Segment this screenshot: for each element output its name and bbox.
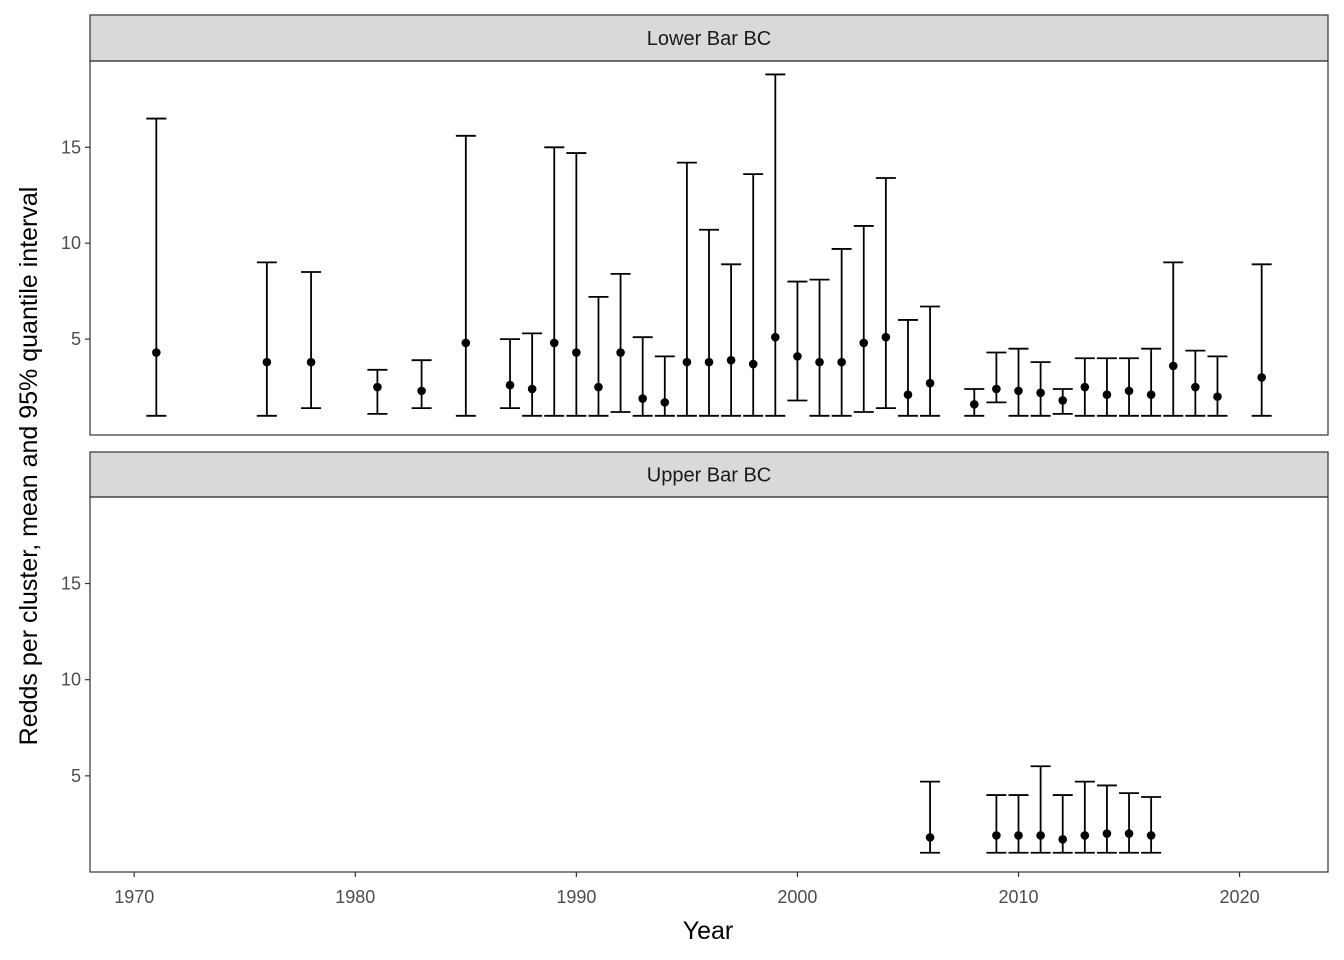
y-tick-label: 5 [71,766,81,786]
mean-point [1036,831,1045,840]
panel-border [89,496,1329,873]
x-tick-label: 1980 [335,887,375,907]
facet-strip-label: Lower Bar BC [647,28,772,50]
facet-strip-label: Upper Bar BC [647,465,772,487]
mean-point [925,378,935,388]
mean-point [638,394,647,403]
mean-point [1036,388,1045,398]
mean-point [925,833,935,842]
y-axis-title: Redds per cluster, mean and 95% quantile… [15,187,43,746]
mean-point [992,384,1001,394]
mean-point [1213,392,1222,401]
mean-point [1124,829,1134,838]
mean-point [748,359,758,369]
y-tick-label: 5 [71,329,81,349]
mean-point [373,382,382,392]
mean-point [726,355,736,365]
mean-point [1168,361,1178,371]
mean-point [1014,386,1023,396]
mean-point [417,386,426,396]
mean-point [837,357,846,367]
mean-point [682,357,692,367]
mean-point [306,357,316,367]
mean-point [1058,396,1068,405]
mean-point [1080,382,1090,392]
mean-point [660,398,670,407]
mean-point [1102,390,1112,400]
mean-point [903,390,913,400]
mean-point [505,380,515,390]
y-tick-label: 10 [61,670,81,690]
mean-point [262,357,272,367]
mean-point [992,831,1001,840]
y-tick-label: 10 [61,233,81,253]
mean-point [1102,829,1112,838]
mean-point [815,357,824,367]
mean-point [793,352,802,361]
mean-point [1257,373,1266,382]
x-tick-label: 1970 [114,887,154,907]
mean-point [461,338,471,348]
mean-point [1191,382,1200,392]
mean-point [1146,390,1156,400]
mean-point [152,348,161,357]
x-tick-label: 2000 [777,887,817,907]
mean-point [594,382,603,392]
mean-point [1014,831,1023,840]
mean-point [527,384,537,394]
mean-point [549,338,559,348]
x-axis-title: Year [683,917,734,945]
mean-point [704,357,714,367]
mean-point [572,348,581,357]
x-tick-label: 2010 [998,887,1038,907]
mean-point [616,348,625,357]
facet-strip [89,451,1329,498]
y-tick-label: 15 [61,137,81,157]
y-tick-label: 15 [61,574,81,594]
mean-point [1058,835,1068,844]
mean-point [859,338,869,348]
mean-point [1080,831,1090,840]
panel-border [89,60,1329,436]
mean-point [1146,831,1156,840]
x-tick-label: 2020 [1220,887,1260,907]
mean-point [881,332,891,342]
mean-point [1124,386,1134,396]
mean-point [969,400,979,409]
mean-point [771,332,780,342]
facet-strip [89,14,1329,62]
x-tick-label: 1990 [556,887,596,907]
